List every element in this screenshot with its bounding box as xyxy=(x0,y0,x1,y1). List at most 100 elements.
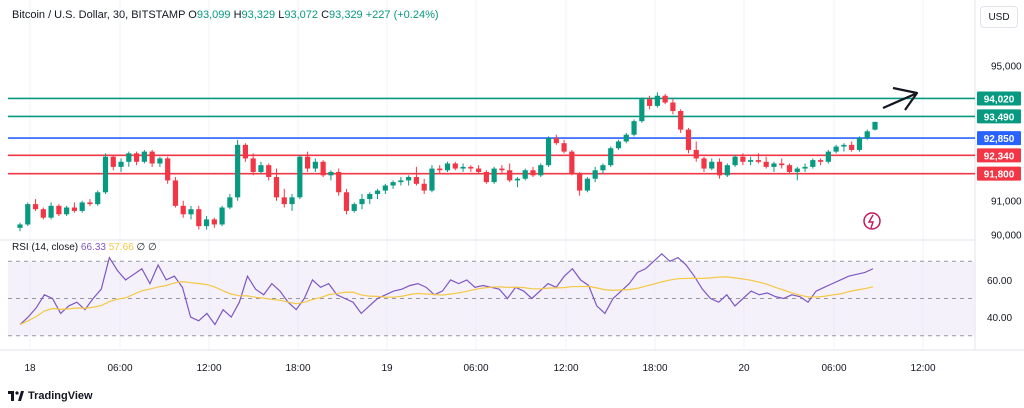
level-tag-label: 93,490 xyxy=(984,112,1015,123)
low-label: L xyxy=(278,9,285,21)
time-tick-label: 18:00 xyxy=(285,363,310,374)
tradingview-label: TradingView xyxy=(28,390,93,402)
candle-body xyxy=(755,160,762,162)
time-tick-label: 06:00 xyxy=(463,363,488,374)
candle-body xyxy=(639,99,645,122)
time-tick-label: 20 xyxy=(738,363,750,374)
level-tag-91,800 xyxy=(977,166,1021,181)
candle-body xyxy=(203,219,210,227)
candle-body xyxy=(406,177,412,181)
level-tag-label: 94,020 xyxy=(984,94,1015,105)
candle-body xyxy=(102,156,109,193)
level-tag-92,340 xyxy=(977,148,1021,163)
candle-body xyxy=(561,143,567,152)
candle-body xyxy=(732,156,738,166)
candle-body xyxy=(646,99,653,106)
candle-body xyxy=(250,158,256,172)
time-tick-label: 18:00 xyxy=(642,363,667,374)
rsi-title: RSI (14, close) xyxy=(12,242,79,253)
candle-body xyxy=(258,165,264,172)
candle-body xyxy=(328,171,334,176)
time-tick-label: 12:00 xyxy=(910,363,935,374)
candle-body xyxy=(343,192,350,211)
candle-body xyxy=(872,121,878,130)
axes: 95,000 91,000 90,000 94,020 93,490 92,850 92,3… xyxy=(24,61,1022,374)
candle-body xyxy=(600,165,606,171)
price-tick-label: 90,000 xyxy=(991,231,1022,242)
alert-icon xyxy=(863,212,881,230)
candle-body xyxy=(592,170,598,179)
candle-body xyxy=(40,209,46,218)
open-label: O xyxy=(188,9,197,21)
candle-body xyxy=(724,165,730,176)
rsi-tick-label: 60.00 xyxy=(987,276,1012,287)
candle-body xyxy=(25,204,31,225)
candle-body xyxy=(825,151,831,162)
candle-body xyxy=(771,163,777,167)
candle-body xyxy=(126,153,132,162)
candle-body xyxy=(623,134,629,142)
candle-body xyxy=(437,168,443,171)
candle-body xyxy=(530,170,536,176)
candle-body xyxy=(413,177,420,184)
candle-body xyxy=(133,153,140,162)
rsi-tick-label: 40.00 xyxy=(987,313,1012,324)
candle-body xyxy=(779,163,785,166)
level-tag-label: 92,850 xyxy=(984,134,1015,145)
candle-body xyxy=(289,197,295,205)
candle-body xyxy=(475,168,482,172)
level-tag-92,850 xyxy=(977,131,1021,146)
candle-body xyxy=(670,102,676,111)
candle-body xyxy=(374,190,381,194)
candle-body xyxy=(172,180,179,206)
candle-body xyxy=(351,204,357,211)
candle-body xyxy=(398,180,404,183)
candle-body xyxy=(180,205,186,215)
candle-body xyxy=(235,144,241,198)
candle-body xyxy=(794,168,800,172)
candle-body xyxy=(522,170,528,179)
candle-body xyxy=(87,202,93,205)
candle-body xyxy=(149,151,155,164)
candle-body xyxy=(499,168,505,171)
candle-body xyxy=(196,209,202,227)
level-tag-94,020 xyxy=(977,91,1021,106)
candle-body xyxy=(71,207,78,211)
candle-body xyxy=(716,161,723,176)
open-value: 93,099 xyxy=(196,9,231,21)
candle-body xyxy=(32,204,39,210)
candle-body xyxy=(507,170,513,181)
high-value: 93,329 xyxy=(241,9,276,21)
candle-body xyxy=(460,166,466,169)
time-tick-label: 12:00 xyxy=(196,363,221,374)
rsi-visibility-icons[interactable]: ∅ ∅ xyxy=(136,242,157,253)
candle-body xyxy=(79,202,85,211)
candle-body xyxy=(802,166,808,169)
candle-body xyxy=(320,161,326,176)
symbol-title: Bitcoin / U.S. Dollar, 30, BITSTAMP xyxy=(12,9,186,21)
candle-body xyxy=(304,156,311,169)
candle-body xyxy=(514,178,521,181)
candle-body xyxy=(685,129,692,150)
candle-body xyxy=(864,131,870,139)
candle-body xyxy=(297,156,303,198)
candle-body xyxy=(577,173,583,191)
rsi-ma-value: 57.66 xyxy=(108,242,134,253)
high-label: H xyxy=(233,9,242,21)
currency-button[interactable]: USD xyxy=(980,6,1018,28)
candle-body xyxy=(110,156,116,167)
candle-body xyxy=(165,158,171,181)
candle-body xyxy=(390,182,396,186)
candle-body xyxy=(538,165,544,176)
rsi-legend: RSI (14, close) 66.33 57.66 ∅ ∅ xyxy=(12,242,157,253)
candle-body xyxy=(740,156,746,162)
candle-body xyxy=(242,144,249,159)
tradingview-logo[interactable]: TradingView xyxy=(8,390,93,402)
candle-body xyxy=(211,219,217,225)
candle-body xyxy=(188,209,194,215)
candle-body xyxy=(709,161,715,169)
candle-body xyxy=(266,165,272,178)
candle-body xyxy=(312,161,318,169)
change-value: +227 (+0.24%) xyxy=(365,9,439,21)
